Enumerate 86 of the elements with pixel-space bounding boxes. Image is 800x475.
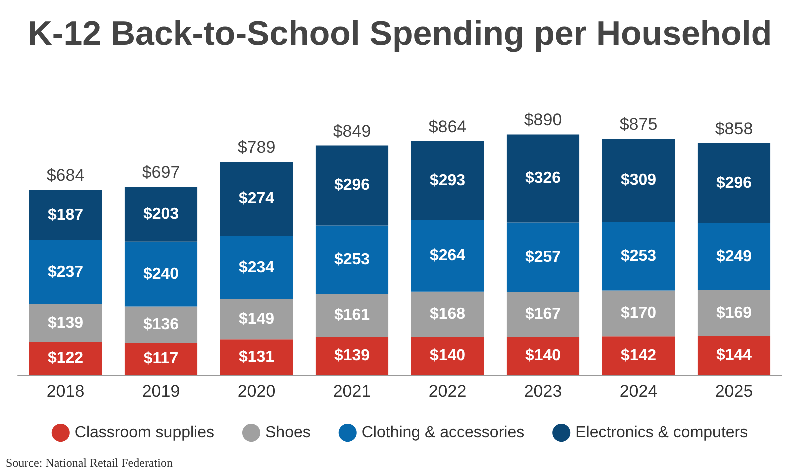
bar xyxy=(411,292,484,338)
data-label: $240 xyxy=(143,266,180,283)
legend-label: Electronics & computers xyxy=(576,424,748,442)
data-label: $296 xyxy=(334,177,370,194)
x-tick-label: 2025 xyxy=(715,382,754,401)
data-label: $169 xyxy=(716,304,752,322)
data-label: $309 xyxy=(620,172,657,190)
bar xyxy=(29,240,102,305)
chart-title: K-12 Back-to-School Spending per Household xyxy=(28,15,772,53)
data-label: $117 xyxy=(144,350,179,368)
data-label: $170 xyxy=(620,305,657,322)
data-label: $167 xyxy=(525,306,562,324)
x-tick-label: 2022 xyxy=(428,382,467,401)
bar xyxy=(698,223,771,290)
x-tick-label: 2024 xyxy=(620,382,658,401)
bar xyxy=(316,146,389,226)
data-label: $142 xyxy=(620,347,657,364)
data-label: $293 xyxy=(430,172,466,190)
x-tick-label: 2018 xyxy=(46,382,85,401)
bar xyxy=(316,337,389,375)
total-label: $890 xyxy=(524,110,562,130)
bar xyxy=(602,139,676,222)
legend-label: Clothing & accessories xyxy=(362,424,525,442)
legend-label: Classroom supplies xyxy=(74,424,214,442)
data-label: $187 xyxy=(48,206,84,224)
bar xyxy=(29,342,102,375)
bar xyxy=(411,337,484,375)
x-tick-label: 2019 xyxy=(142,382,180,401)
data-label: $257 xyxy=(525,248,562,266)
total-label: $849 xyxy=(333,122,372,141)
data-label: $237 xyxy=(48,264,84,282)
data-label: $249 xyxy=(716,248,752,266)
data-label: $326 xyxy=(525,170,562,188)
total-label: $864 xyxy=(428,117,467,136)
bar xyxy=(602,290,676,337)
data-label: $140 xyxy=(430,348,466,365)
bar xyxy=(316,226,389,294)
data-label: $144 xyxy=(716,347,752,364)
bar xyxy=(220,162,294,236)
data-label: $264 xyxy=(430,248,466,265)
bar xyxy=(506,134,580,223)
total-label: $875 xyxy=(620,115,658,134)
bar xyxy=(698,143,771,224)
bar xyxy=(220,299,294,340)
bar xyxy=(698,290,771,336)
data-label: $136 xyxy=(143,316,180,334)
bar xyxy=(411,141,484,221)
x-tick-label: 2020 xyxy=(238,382,276,401)
data-label: $139 xyxy=(48,314,84,332)
bar xyxy=(124,343,198,375)
data-label: $253 xyxy=(620,248,657,266)
bar xyxy=(316,294,389,338)
data-label: $203 xyxy=(143,206,180,223)
data-label: $140 xyxy=(525,348,562,365)
bar xyxy=(29,190,102,241)
x-tick-label: 2023 xyxy=(524,382,562,401)
data-label: $131 xyxy=(238,348,275,366)
bar xyxy=(124,242,198,307)
data-label: $296 xyxy=(716,174,752,192)
data-label: $161 xyxy=(334,307,370,324)
data-label: $274 xyxy=(238,190,275,208)
legend-label: Shoes xyxy=(265,424,311,442)
bar xyxy=(124,306,198,344)
total-label: $789 xyxy=(238,138,276,158)
bar xyxy=(602,336,676,375)
x-tick-label: 2021 xyxy=(333,382,372,401)
data-label: $234 xyxy=(238,259,275,276)
data-label: $139 xyxy=(334,348,370,365)
bar xyxy=(220,340,294,375)
data-label: $149 xyxy=(238,311,275,328)
bar xyxy=(506,337,580,375)
source-note: Source: National Retail Federation xyxy=(6,456,173,470)
data-label: $168 xyxy=(430,306,466,324)
bar xyxy=(506,222,580,292)
data-label: $122 xyxy=(48,350,84,368)
data-label: $253 xyxy=(334,251,370,268)
total-label: $697 xyxy=(142,163,180,182)
bar xyxy=(698,336,771,375)
total-label: $858 xyxy=(715,119,754,138)
total-label: $684 xyxy=(46,166,85,186)
bar xyxy=(29,304,102,342)
bar xyxy=(411,220,484,292)
bar xyxy=(220,236,294,300)
bar xyxy=(124,187,198,242)
bar xyxy=(506,292,580,338)
bar xyxy=(602,222,676,291)
